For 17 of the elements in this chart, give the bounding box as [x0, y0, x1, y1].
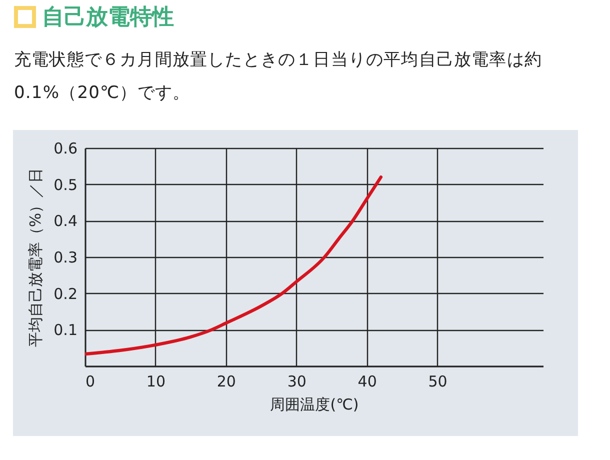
- x-tick-label: 40: [358, 372, 377, 390]
- x-tick-label: 50: [428, 372, 448, 390]
- y-axis-title: 平均自己放電率（%）／日: [26, 168, 45, 348]
- x-tick-label: 30: [287, 372, 306, 390]
- y-tick-label: 0.6: [54, 140, 78, 158]
- x-axis-title: 周囲温度(℃): [270, 396, 359, 414]
- x-tick-label: 10: [146, 372, 166, 390]
- chart-title: 自己放電特性: [42, 4, 174, 32]
- line-series: [85, 175, 383, 356]
- y-tick-label: 0.1: [54, 321, 78, 340]
- chart-subtitle: 充電状態で６カ月間放置したときの１日当りの平均自己放電率は約 0.1%（20℃）です。: [14, 49, 543, 105]
- y-tick-label: 0.3: [54, 248, 78, 266]
- x-tick-label: 0: [86, 372, 96, 390]
- y-tick-label: 0.2: [54, 284, 78, 303]
- y-tick-label: 0.5: [54, 176, 78, 194]
- y-tick-label: 0.4: [54, 212, 78, 230]
- x-tick-label: 20: [216, 372, 236, 390]
